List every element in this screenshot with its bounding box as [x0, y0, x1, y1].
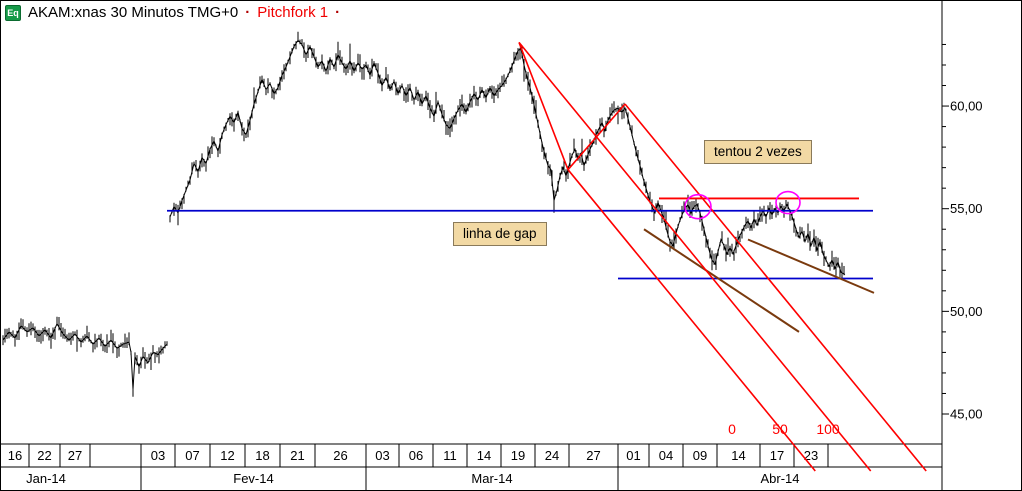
x-axis-day-label: 17 — [770, 448, 784, 463]
chart-header: Eq AKAM:xnas 30 Minutos TMG+0 · Pitchfor… — [5, 4, 340, 21]
pitchfork-line[interactable] — [567, 169, 816, 472]
highlight-circle[interactable] — [684, 193, 712, 220]
highlight-circle[interactable] — [775, 190, 801, 215]
x-axis-day-label: 01 — [626, 448, 640, 463]
y-axis-label: 60,00 — [950, 99, 983, 114]
x-axis-day-label: 16 — [8, 448, 22, 463]
x-axis-day-label: 14 — [731, 448, 745, 463]
x-axis-day-label: 24 — [545, 448, 559, 463]
x-axis-day-label: 19 — [511, 448, 525, 463]
y-axis-label: 45,00 — [950, 407, 983, 422]
x-axis-day-label: 18 — [255, 448, 269, 463]
pitchfork-scale-label: 50 — [772, 421, 788, 437]
x-axis-day-label: 11 — [443, 448, 457, 463]
x-axis-month-label: Fev-14 — [233, 471, 273, 486]
x-axis-month-label: Abr-14 — [760, 471, 799, 486]
tool-separator-dot: · — [335, 4, 341, 21]
x-axis-day-label: 14 — [477, 448, 491, 463]
x-axis-day-label: 12 — [220, 448, 234, 463]
x-axis-month-label: Mar-14 — [471, 471, 512, 486]
x-axis-day-label: 23 — [804, 448, 818, 463]
x-axis-day-label: 27 — [68, 448, 82, 463]
x-axis-day-label: 27 — [586, 448, 600, 463]
pitchfork-tool-label[interactable]: Pitchfork 1 — [257, 4, 329, 21]
symbol-title[interactable]: AKAM:xnas 30 Minutos TMG+0 — [28, 4, 239, 21]
x-axis-day-label: 26 — [333, 448, 347, 463]
trendline[interactable] — [643, 228, 800, 333]
annotation-tried-twice[interactable]: tentou 2 vezes — [704, 140, 812, 164]
x-axis-day-label: 06 — [409, 448, 423, 463]
price-bars — [2, 316, 168, 397]
x-axis-day-label: 04 — [659, 448, 673, 463]
x-axis-day-label: 22 — [37, 448, 51, 463]
equity-icon[interactable]: Eq — [5, 4, 21, 21]
y-axis-label: 50,00 — [950, 304, 983, 319]
pitchfork-line[interactable] — [624, 103, 927, 472]
pitchfork-line[interactable] — [518, 42, 569, 170]
title-separator-dot: · — [245, 4, 251, 21]
x-axis-day-label: 03 — [375, 448, 389, 463]
x-axis-day-label: 09 — [693, 448, 707, 463]
price-series — [2, 322, 168, 390]
x-axis-day-label: 03 — [151, 448, 165, 463]
pitchfork-line[interactable] — [518, 41, 872, 472]
pitchfork-scale-label: 100 — [816, 421, 840, 437]
x-axis-month-label: Jan-14 — [26, 471, 66, 486]
x-axis-day-label: 07 — [185, 448, 199, 463]
y-axis-label: 55,00 — [950, 201, 983, 216]
trendline[interactable] — [747, 238, 875, 294]
x-axis-day-label: 21 — [290, 448, 304, 463]
annotation-gap-line[interactable]: linha de gap — [453, 222, 547, 246]
pitchfork-scale-label: 0 — [728, 421, 736, 437]
